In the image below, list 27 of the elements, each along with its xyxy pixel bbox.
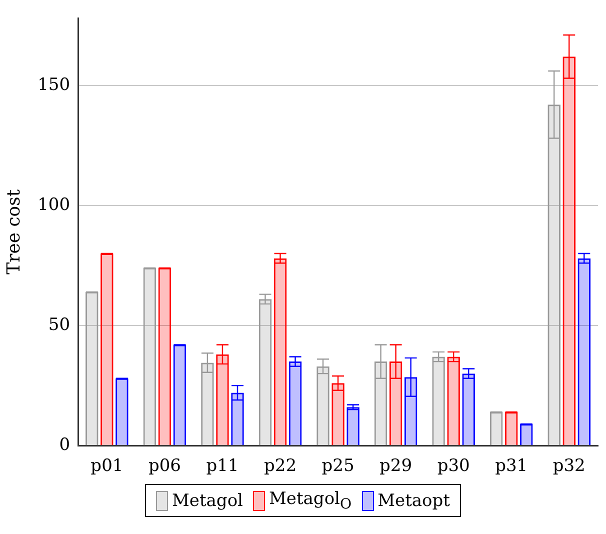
bar	[346, 407, 360, 446]
legend-label: Metagol$_{O}$	[269, 489, 352, 512]
bar	[504, 412, 518, 446]
y-tick-label: 50	[48, 314, 70, 335]
y-axis-title: Tree cost	[3, 188, 24, 274]
bar	[143, 268, 156, 446]
x-tick-label: p01	[90, 456, 124, 476]
x-tick-label: p22	[264, 456, 297, 476]
bar	[100, 254, 114, 446]
bar	[86, 292, 98, 446]
y-tick-label: 100	[38, 194, 70, 215]
x-tick-label: p32	[552, 456, 586, 476]
bar	[520, 424, 533, 446]
x-tick-label: p29	[380, 456, 412, 476]
y-tick-label: 150	[38, 74, 70, 95]
bar	[490, 412, 503, 446]
x-tick-label: p25	[322, 456, 354, 476]
y-tick-label: 0	[59, 435, 70, 456]
bar	[158, 268, 172, 446]
x-tick-label: p06	[148, 456, 181, 476]
legend-label: Metaopt	[378, 490, 450, 511]
x-tick-label: p31	[495, 456, 528, 476]
x-tick-label: p30	[437, 456, 470, 476]
bar	[173, 344, 186, 446]
legend-label: Metagol	[172, 490, 243, 511]
bar	[116, 378, 128, 446]
x-tick-label: p11	[206, 456, 239, 476]
